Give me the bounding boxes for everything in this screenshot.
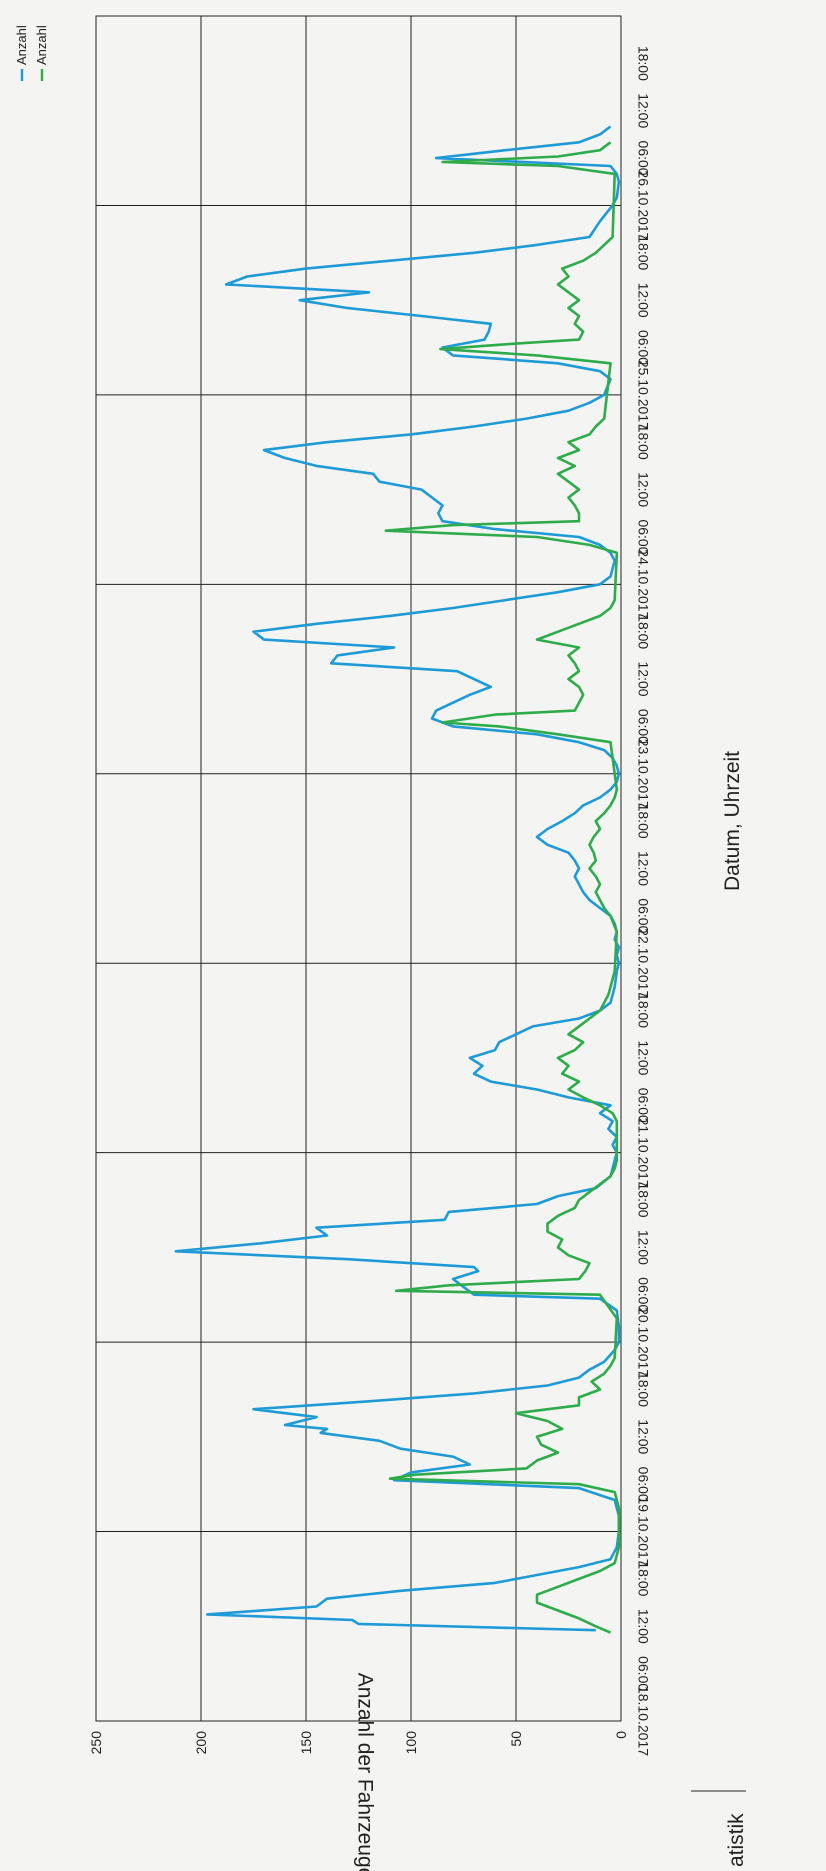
x-tick-label: 18:00 (636, 46, 652, 81)
y-tick-label: 100 (403, 1731, 419, 1755)
x-tick-label: 06:00 (636, 1088, 652, 1123)
x-tick-label: 23.10.2017 (636, 739, 652, 809)
x-tick-label: 18:00 (636, 235, 652, 270)
y-tick-label: 250 (88, 1731, 104, 1755)
y-tick-label: 200 (193, 1731, 209, 1755)
x-tick-label: 06:00 (636, 1467, 652, 1502)
plot-area (95, 15, 622, 1722)
x-tick-label: 12:00 (636, 662, 652, 697)
x-tick-label: 18:00 (636, 804, 652, 839)
x-tick-label: 20.10.2017 (636, 1307, 652, 1377)
x-tick-label: 12:00 (636, 1419, 652, 1454)
x-tick-label: 18:00 (636, 425, 652, 460)
series-line-2 (384, 141, 621, 1634)
x-tick-label: 19.10.2017 (636, 1497, 652, 1567)
x-tick-label: 06:00 (636, 141, 652, 176)
x-tick-label: 12:00 (636, 1230, 652, 1265)
x-tick-label: 06:00 (636, 330, 652, 365)
legend-label: Anzahl (34, 25, 49, 65)
x-tick-label: 18.10.2017 (636, 1686, 652, 1756)
x-tick-label: 06:00 (636, 1656, 652, 1691)
x-tick-label: 18:00 (636, 1372, 652, 1407)
x-tick-label: 21.10.2017 (636, 1118, 652, 1188)
y-tick-label: 50 (508, 1731, 524, 1747)
x-tick-label: 12:00 (636, 472, 652, 507)
x-tick-label: 18:00 (636, 1561, 652, 1596)
legend: Anzahl Anzahl (14, 25, 49, 81)
x-tick-label: 25.10.2017 (636, 360, 652, 430)
x-tick-label: 12:00 (636, 283, 652, 318)
x-tick-label: 12:00 (636, 1609, 652, 1644)
x-tick-label: 06:00 (636, 898, 652, 933)
footer-fragment: atistik (725, 1813, 748, 1867)
x-tick-label: 12:00 (636, 93, 652, 128)
x-tick-label: 18:00 (636, 614, 652, 649)
y-axis-label: Anzahl der Fahrzeuge (354, 1673, 377, 1871)
x-tick-label: 06:00 (636, 709, 652, 744)
x-tick-label: 12:00 (636, 1040, 652, 1075)
legend-label: Anzahl (14, 25, 29, 65)
x-tick-label: 18:00 (636, 993, 652, 1028)
x-tick-label: 24.10.2017 (636, 549, 652, 619)
y-tick-label: 150 (298, 1731, 314, 1755)
x-axis-label: Datum, Uhrzeit (721, 751, 744, 891)
x-tick-label: 26.10.2017 (636, 170, 652, 240)
x-tick-label: 18:00 (636, 1183, 652, 1218)
y-tick-label: 0 (613, 1731, 629, 1739)
x-tick-label: 12:00 (636, 851, 652, 886)
x-tick-label: 06:00 (636, 519, 652, 554)
x-tick-label: 22.10.2017 (636, 928, 652, 998)
x-tick-label: 06:00 (636, 1277, 652, 1312)
